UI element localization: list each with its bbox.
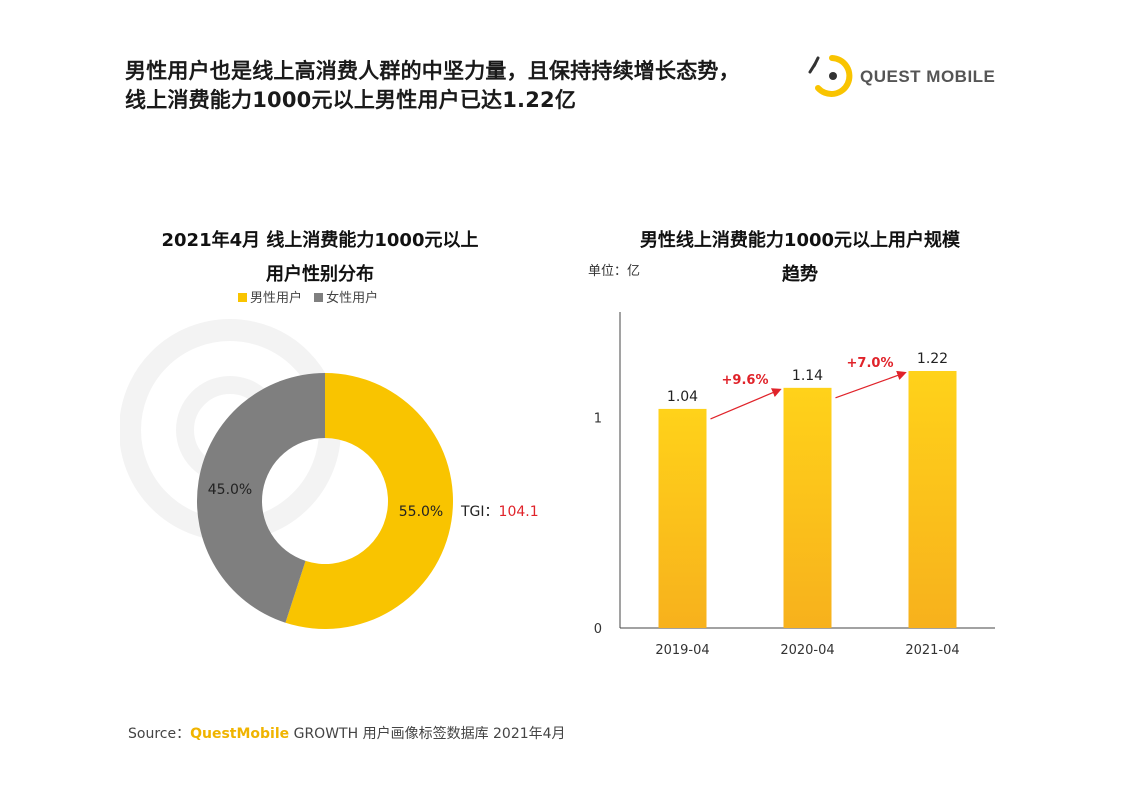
bar-chart-title-line-1: 男性线上消费能力1000元以上用户规模 — [639, 230, 961, 251]
x-tick-label: 2019-04 — [655, 643, 709, 658]
bar-value-label: 1.04 — [667, 389, 698, 405]
bar-value-label: 1.14 — [792, 368, 823, 384]
y-tick-label: 1 — [594, 411, 602, 426]
tgi-annotation: TGI：104.1 — [460, 504, 539, 520]
source-note: Source：QuestMobile GROWTH 用户画像标签数据库 2021… — [128, 723, 566, 743]
bar-2020-04 — [783, 387, 832, 628]
x-tick-label: 2021-04 — [905, 643, 959, 658]
bar-2021-04 — [908, 370, 957, 628]
legend-item-female: 女性用户 — [314, 287, 378, 306]
growth-label: +7.0% — [847, 356, 894, 371]
legend-label-male: 男性用户 — [250, 291, 303, 306]
x-tick-label: 2020-04 — [780, 643, 834, 658]
legend-swatch-female — [314, 293, 324, 302]
legend-swatch-male — [238, 293, 247, 302]
legend-item-male: 男性用户 — [238, 287, 302, 306]
bar-chart: 0 1 1.04 2019-04 1.14 2020-04 1.22 2021-04 +9.6%… — [594, 312, 995, 658]
questmobile-logo-icon — [808, 55, 853, 97]
growth-label: +9.6% — [722, 373, 769, 388]
slice-label-male: 55.0% — [399, 504, 443, 520]
logo-text: QUEST MOBILE — [860, 67, 996, 86]
tgi-value: 104.1 — [499, 504, 539, 520]
donut-chart: 55.0% 45.0% TGI：104.1 — [197, 373, 539, 629]
pie-chart-title-line-1: 2021年4月 线上消费能力1000元以上 — [161, 230, 479, 251]
questmobile-logo: QUEST MOBILE — [806, 52, 1006, 100]
bar-chart-title-line-2: 趋势 — [782, 264, 818, 285]
tgi-label: TGI： — [460, 504, 499, 520]
bar-value-label: 1.22 — [917, 351, 948, 367]
source-prefix: Source： — [128, 726, 191, 742]
pie-legend: 男性用户 女性用户 — [238, 287, 386, 306]
legend-label-female: 女性用户 — [326, 291, 379, 306]
slice-label-female: 45.0% — [208, 482, 252, 498]
source-brand: QuestMobile — [190, 726, 290, 742]
bar-chart-unit: 单位：亿 — [588, 264, 641, 279]
page-title-line-1: 男性用户也是线上高消费人群的中坚力量，且保持持续增长态势， — [125, 59, 740, 83]
donut-slice-female — [197, 373, 325, 623]
growth-arrow — [710, 388, 782, 420]
y-tick-label: 0 — [594, 622, 602, 637]
donut-slice-male — [285, 373, 454, 629]
page-title-line-2: 线上消费能力1000元以上男性用户已达1.22亿 — [125, 88, 577, 112]
growth-arrow — [835, 370, 907, 399]
source-rest: GROWTH 用户画像标签数据库 2021年4月 — [289, 726, 566, 742]
pie-chart-title-line-2: 用户性别分布 — [266, 264, 374, 285]
bar-2019-04 — [658, 408, 707, 628]
